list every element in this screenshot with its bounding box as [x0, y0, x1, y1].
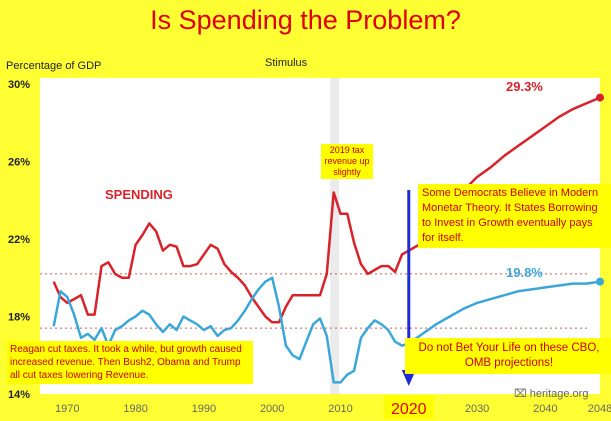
title-bar: Is Spending the Problem? [0, 0, 611, 40]
series-line-revenue [52, 276, 601, 384]
x-tick-label: 2030 [465, 403, 489, 415]
projection-warning-annotation: Do not Bet Your Life on these CBO, OMB p… [405, 338, 611, 374]
arrow-head [401, 370, 416, 386]
x-tick-label: 1990 [192, 403, 216, 415]
y-tick-label: 30% [8, 79, 30, 91]
x-tick-label: 2000 [260, 403, 284, 415]
stimulus-band-layer [330, 78, 340, 394]
x-tick-label: 2020 [391, 401, 427, 418]
series-end-point-revenue [596, 277, 604, 286]
spending-end-label: 29.3% [506, 79, 543, 94]
y-tick-label: 26% [8, 157, 30, 169]
y-tick-label: 14% [8, 389, 30, 401]
source-text: heritage.org [529, 388, 589, 400]
y-axis-label: Percentage of GDP [6, 60, 102, 72]
series-end-point-spending [596, 93, 604, 102]
x-tick-highlight-box [383, 396, 434, 419]
stimulus-label: Stimulus [265, 57, 308, 69]
x-axis-tick-layer: 1970 1980 1990 2000 2010 2020 2030 2040 2048 [55, 396, 611, 419]
x-tick-label: 2048 [588, 403, 611, 415]
x-tick-label: 1970 [55, 403, 79, 415]
y-tick-label: 22% [8, 234, 30, 246]
reagan-annotation: Reagan cut taxes. It took a while, but g… [7, 341, 253, 384]
stimulus-band [330, 78, 340, 394]
tax-2019-annotation: 2019 tax revenue up slightly [321, 144, 373, 179]
y-tick-label: 18% [8, 312, 30, 324]
revenue-end-label: 19.8% [506, 265, 543, 280]
x-tick-label: 2010 [328, 403, 352, 415]
source-label: ⌧ heritage.org [514, 388, 589, 400]
y-axis-tick-layer: 14% 18% 22% 26% 30% [8, 79, 30, 401]
mmt-annotation: Some Democrats Believe in Modern Monetar… [418, 184, 611, 248]
reference-lines-layer [40, 273, 590, 329]
spending-series-label: SPENDING [105, 187, 173, 202]
chart-title: Is Spending the Problem? [150, 4, 461, 35]
x-tick-label: 2040 [533, 403, 557, 415]
x-tick-label: 1980 [123, 403, 147, 415]
